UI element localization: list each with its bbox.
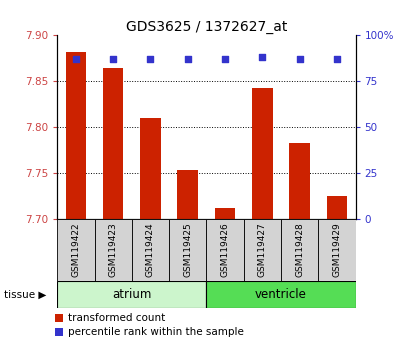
Bar: [177, 170, 198, 219]
Bar: [327, 195, 347, 219]
Bar: [169, 219, 206, 281]
Point: [184, 57, 191, 62]
Text: GSM119425: GSM119425: [183, 222, 192, 276]
Text: ventricle: ventricle: [255, 288, 307, 301]
Text: atrium: atrium: [112, 288, 152, 301]
Bar: [281, 219, 318, 281]
Point: [73, 57, 79, 62]
Bar: [57, 219, 94, 281]
Title: GDS3625 / 1372627_at: GDS3625 / 1372627_at: [126, 21, 287, 34]
Bar: [132, 219, 169, 281]
Point: [222, 57, 228, 62]
Point: [147, 57, 154, 62]
Bar: [103, 68, 124, 219]
Point: [334, 57, 340, 62]
Text: GSM119426: GSM119426: [220, 222, 229, 276]
Text: GSM119427: GSM119427: [258, 222, 267, 276]
Bar: [289, 143, 310, 219]
Bar: [207, 219, 244, 281]
Text: GSM119428: GSM119428: [295, 222, 304, 276]
Text: GSM119422: GSM119422: [71, 222, 81, 276]
Text: GSM119423: GSM119423: [109, 222, 118, 276]
Bar: [318, 219, 356, 281]
Bar: [140, 118, 161, 219]
Bar: [244, 219, 281, 281]
Bar: [207, 281, 356, 308]
Point: [259, 55, 265, 60]
Point: [296, 57, 303, 62]
Bar: [66, 52, 86, 219]
Point: [110, 57, 117, 62]
Bar: [57, 281, 207, 308]
Bar: [215, 207, 235, 219]
Legend: transformed count, percentile rank within the sample: transformed count, percentile rank withi…: [55, 313, 244, 337]
Text: GSM119424: GSM119424: [146, 222, 155, 276]
Text: tissue ▶: tissue ▶: [4, 290, 46, 300]
Bar: [252, 88, 273, 219]
Text: GSM119429: GSM119429: [332, 222, 341, 276]
Bar: [94, 219, 132, 281]
